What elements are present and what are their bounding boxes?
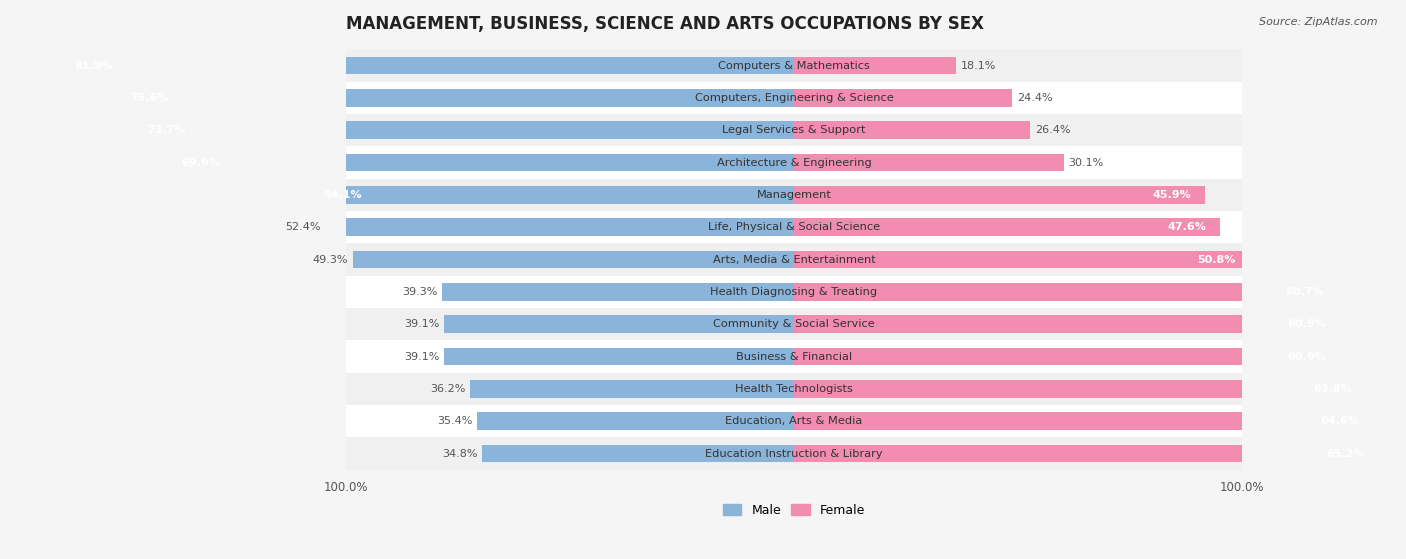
Text: 64.6%: 64.6%	[1320, 416, 1360, 427]
Bar	[0, 340, 1406, 373]
Text: 36.2%: 36.2%	[430, 384, 465, 394]
Bar	[0, 49, 1406, 82]
Bar	[794, 56, 956, 74]
Text: 60.7%: 60.7%	[1285, 287, 1324, 297]
Text: 81.9%: 81.9%	[75, 60, 112, 70]
Text: Computers & Mathematics: Computers & Mathematics	[718, 60, 870, 70]
Bar	[477, 413, 794, 430]
Text: Health Diagnosing & Treating: Health Diagnosing & Treating	[710, 287, 877, 297]
Bar	[309, 186, 794, 204]
Bar	[0, 82, 1406, 114]
Bar	[325, 219, 794, 236]
Text: Education Instruction & Library: Education Instruction & Library	[706, 449, 883, 458]
Text: Legal Services & Support: Legal Services & Support	[723, 125, 866, 135]
Bar	[0, 179, 1406, 211]
Bar	[117, 89, 794, 107]
Bar	[482, 445, 794, 462]
Bar	[0, 146, 1406, 179]
Bar	[794, 413, 1372, 430]
Legend: Male, Female: Male, Female	[717, 499, 870, 522]
Text: 30.1%: 30.1%	[1069, 158, 1104, 168]
Bar	[0, 276, 1406, 308]
Text: Arts, Media & Entertainment: Arts, Media & Entertainment	[713, 254, 876, 264]
Bar	[0, 243, 1406, 276]
Text: 54.1%: 54.1%	[323, 190, 361, 200]
Bar	[0, 308, 1406, 340]
Text: 18.1%: 18.1%	[960, 60, 995, 70]
Text: 39.3%: 39.3%	[402, 287, 437, 297]
Bar	[134, 121, 794, 139]
Bar	[441, 283, 794, 301]
Text: 52.4%: 52.4%	[285, 222, 321, 232]
Text: 65.2%: 65.2%	[1326, 449, 1364, 458]
Text: Life, Physical & Social Science: Life, Physical & Social Science	[709, 222, 880, 232]
Bar	[794, 219, 1220, 236]
Bar	[444, 348, 794, 366]
Text: 34.8%: 34.8%	[443, 449, 478, 458]
Bar	[444, 315, 794, 333]
Text: Source: ZipAtlas.com: Source: ZipAtlas.com	[1260, 17, 1378, 27]
Bar	[794, 283, 1337, 301]
Text: 39.1%: 39.1%	[404, 352, 440, 362]
Bar	[794, 186, 1205, 204]
Text: Architecture & Engineering: Architecture & Engineering	[717, 158, 872, 168]
Bar	[794, 121, 1031, 139]
Bar	[169, 154, 794, 172]
Text: 45.9%: 45.9%	[1153, 190, 1191, 200]
Bar	[794, 445, 1378, 462]
Text: 35.4%: 35.4%	[437, 416, 472, 427]
Bar	[353, 250, 794, 268]
Bar	[794, 250, 1249, 268]
Text: 60.9%: 60.9%	[1286, 352, 1326, 362]
Text: Business & Financial: Business & Financial	[735, 352, 852, 362]
Bar	[794, 89, 1012, 107]
Bar	[794, 348, 1340, 366]
Text: Health Technologists: Health Technologists	[735, 384, 853, 394]
Bar	[60, 56, 794, 74]
Text: 69.9%: 69.9%	[181, 158, 221, 168]
Text: Computers, Engineering & Science: Computers, Engineering & Science	[695, 93, 893, 103]
Text: 60.9%: 60.9%	[1286, 319, 1326, 329]
Bar	[0, 405, 1406, 438]
Text: 75.6%: 75.6%	[131, 93, 169, 103]
Text: 50.8%: 50.8%	[1197, 254, 1236, 264]
Text: 24.4%: 24.4%	[1017, 93, 1053, 103]
Bar	[794, 315, 1340, 333]
Bar	[794, 154, 1063, 172]
Bar	[0, 211, 1406, 243]
Text: 47.6%: 47.6%	[1168, 222, 1206, 232]
Text: 39.1%: 39.1%	[404, 319, 440, 329]
Text: 73.7%: 73.7%	[148, 125, 186, 135]
Text: MANAGEMENT, BUSINESS, SCIENCE AND ARTS OCCUPATIONS BY SEX: MANAGEMENT, BUSINESS, SCIENCE AND ARTS O…	[346, 15, 984, 33]
Bar	[0, 373, 1406, 405]
Text: Community & Social Service: Community & Social Service	[713, 319, 875, 329]
Bar	[794, 380, 1365, 398]
Text: 26.4%: 26.4%	[1035, 125, 1070, 135]
Text: 63.8%: 63.8%	[1313, 384, 1351, 394]
Bar	[0, 438, 1406, 470]
Text: Education, Arts & Media: Education, Arts & Media	[725, 416, 863, 427]
Text: 49.3%: 49.3%	[312, 254, 349, 264]
Bar	[470, 380, 794, 398]
Text: Management: Management	[756, 190, 831, 200]
Bar	[0, 114, 1406, 146]
